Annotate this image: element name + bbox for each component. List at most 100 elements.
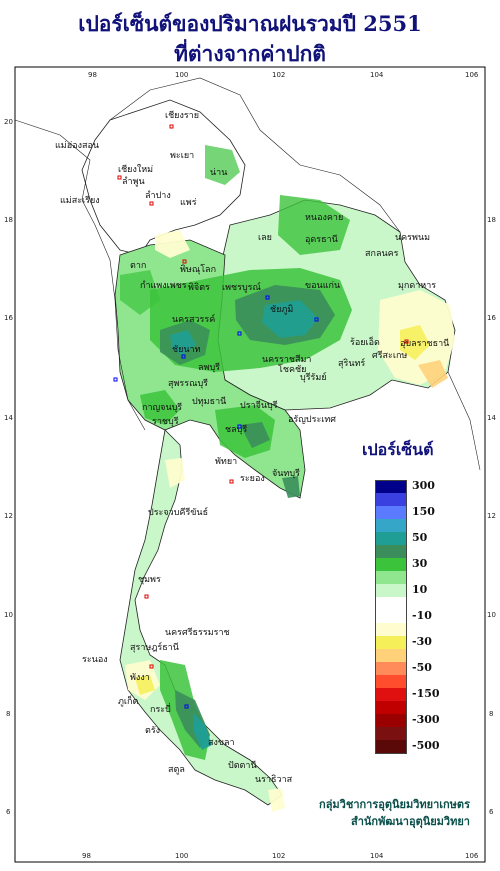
place-label: ราชบุรี — [152, 416, 179, 427]
place-label: ชัยนาท — [172, 345, 201, 355]
x-axis-bottom: 98 100 102 104 106 — [82, 852, 479, 860]
x-tick-label-top: 98 — [88, 71, 97, 79]
legend-swatch — [375, 727, 407, 740]
place-label: ชุมพร — [138, 575, 161, 585]
place-label: แพร่ — [180, 198, 197, 208]
legend-label: 300 — [412, 479, 435, 492]
legend-label: 30 — [412, 557, 428, 570]
legend-swatch — [375, 519, 407, 532]
place-label: ชลบุรี — [225, 424, 247, 435]
legend-swatch — [375, 545, 407, 558]
y-tick-label-right: 6 — [489, 808, 494, 816]
station-marker — [144, 594, 149, 599]
legend-swatch — [375, 662, 407, 675]
place-label: แม่ฮ่องสอน — [55, 141, 99, 151]
legend-swatch — [375, 688, 407, 701]
y-tick-label-left: 10 — [4, 611, 13, 619]
legend-label: -30 — [412, 635, 432, 648]
place-label: ปราจีนบุรี — [240, 400, 278, 411]
y-tick-label-right: 16 — [487, 314, 496, 322]
station-marker — [113, 377, 118, 382]
legend-swatch — [375, 675, 407, 688]
place-label: สุราษฎร์ธานี — [130, 641, 179, 653]
station-marker — [229, 479, 234, 484]
station-marker — [404, 339, 409, 344]
south-region — [119, 429, 283, 806]
legend-swatch — [375, 532, 407, 545]
map-title-line1: เปอร์เซ็นต์ของปริมาณฝนรวมปี 2551 — [78, 11, 422, 36]
place-label: ลำปาง — [145, 190, 171, 201]
legend-label: -150 — [412, 687, 440, 700]
x-tick-label-top: 100 — [175, 71, 188, 79]
x-tick-label-bottom: 106 — [465, 852, 479, 860]
place-label: เพชรบูรณ์ — [222, 281, 261, 293]
y-tick-label-left: 16 — [4, 314, 13, 322]
x-axis-top: 98 100 102 104 106 — [88, 71, 479, 79]
legend-label: 10 — [412, 583, 428, 596]
y-tick-label-right: 18 — [487, 216, 496, 224]
map-title-line2: ที่ต่างจากค่าปกติ — [174, 41, 326, 66]
place-label: น่าน — [210, 168, 227, 178]
legend-label: -10 — [412, 609, 432, 622]
x-tick-label-bottom: 100 — [175, 852, 188, 860]
y-tick-label-right: 12 — [487, 512, 496, 520]
neighbour-borders — [14, 77, 481, 471]
station-marker — [265, 295, 270, 300]
place-label: ตรัง — [145, 726, 160, 736]
y-axis-left: 20 18 16 14 12 10 8 6 — [4, 118, 13, 816]
place-label: นราธิวาส — [255, 774, 293, 785]
place-label: ร้อยเอ็ด — [350, 335, 380, 348]
place-label: ปทุมธานี — [192, 396, 226, 407]
y-tick-label-left: 14 — [4, 414, 13, 422]
x-tick-label-bottom: 98 — [82, 852, 91, 860]
station-marker — [182, 259, 187, 264]
place-label: พัทยา — [215, 457, 237, 467]
x-tick-label-top: 102 — [272, 71, 285, 79]
place-label: กาญจนบุรี — [142, 402, 182, 413]
place-label: สุรินทร์ — [338, 357, 365, 369]
place-label: พิษณุโลก — [180, 264, 216, 275]
place-label: ระนอง — [82, 655, 108, 665]
y-tick-label-left: 12 — [4, 512, 13, 520]
place-label: พิจิตร — [188, 282, 210, 293]
x-tick-label-bottom: 102 — [272, 852, 285, 860]
place-label: นครพนม — [395, 233, 430, 243]
legend-swatch — [375, 714, 407, 727]
y-tick-label-left: 6 — [6, 808, 11, 816]
x-tick-label-top: 106 — [465, 71, 479, 79]
legend-swatch — [375, 584, 407, 597]
place-label: หนองคาย — [305, 213, 343, 223]
place-label: เชียงใหม่ — [118, 164, 153, 175]
place-label: บุรีรัมย์ — [300, 371, 327, 383]
station-marker — [149, 201, 154, 206]
legend-swatch — [375, 571, 407, 584]
station-markers — [113, 124, 409, 709]
legend-swatch — [375, 597, 407, 610]
place-label: ลพบุรี — [198, 362, 220, 373]
y-tick-label-right: 8 — [489, 710, 493, 718]
dry-anomaly-shading — [125, 230, 455, 812]
legend-swatch — [375, 480, 407, 494]
station-marker — [237, 331, 242, 336]
place-label: สงขลา — [208, 738, 235, 748]
station-marker — [169, 124, 174, 129]
place-label: อุดรธานี — [305, 234, 338, 245]
place-label: เลย — [258, 233, 272, 243]
legend-swatch — [375, 623, 407, 636]
station-marker — [149, 664, 154, 669]
place-label: กำแพงเพชร — [140, 280, 187, 291]
place-label: ลำพูน — [122, 176, 145, 187]
north-region — [81, 99, 246, 256]
legend-label: -500 — [412, 739, 440, 752]
place-label: ภูเก็ต — [118, 694, 138, 707]
place-label: นครราชสีมา — [262, 354, 311, 365]
place-label: มุกดาหาร — [398, 281, 436, 291]
station-marker — [184, 704, 189, 709]
place-label: ขอนแก่น — [305, 281, 340, 291]
station-marker — [314, 317, 319, 322]
y-tick-label-right: 10 — [487, 611, 496, 619]
legend-swatch — [375, 506, 407, 519]
rainfall-shading — [120, 145, 352, 760]
station-marker — [181, 354, 186, 359]
legend-swatch — [375, 649, 407, 662]
